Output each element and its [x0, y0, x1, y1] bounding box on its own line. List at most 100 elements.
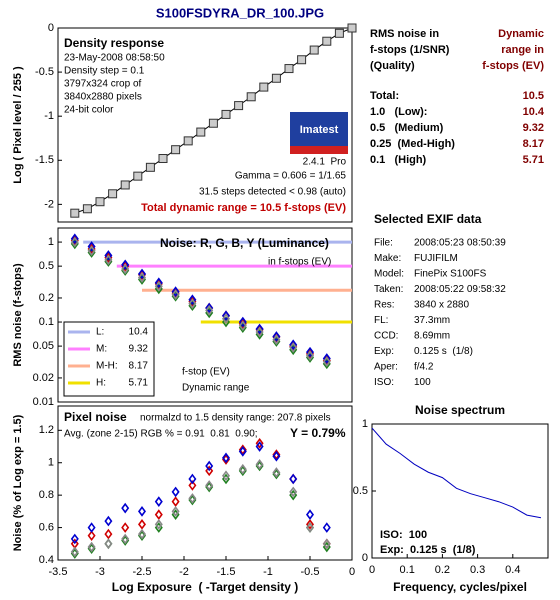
- marker: [70, 533, 79, 545]
- summary-header: Dynamic: [498, 28, 544, 40]
- legend-name: H:: [96, 378, 106, 389]
- marker: [188, 480, 197, 491]
- marker: [208, 118, 218, 128]
- chart-text: ISO: 100: [380, 529, 427, 541]
- chart-text: Gamma = 0.606 = 1/1.65: [235, 171, 347, 182]
- exif-value: 100: [414, 377, 431, 388]
- chart-text: 24-bit color: [64, 105, 114, 116]
- marker: [271, 73, 281, 83]
- chart-text: Pixel noise: [64, 410, 127, 424]
- x-tick-label: -1.5: [217, 566, 236, 578]
- marker: [104, 538, 113, 550]
- marker: [306, 509, 314, 520]
- exif-key: Make:: [374, 253, 401, 264]
- marker: [145, 162, 155, 172]
- y-tick-label: 0: [362, 552, 368, 564]
- chart-text: Density response: [64, 36, 164, 50]
- y-tick-label: 0.6: [39, 521, 54, 533]
- chart-text: 3797x324 crop of: [64, 79, 142, 90]
- marker: [188, 493, 197, 504]
- marker: [238, 444, 247, 456]
- logo-stripe: [290, 146, 348, 154]
- chart-text: 23-May-2008 08:58:50: [64, 53, 165, 64]
- marker: [154, 277, 163, 289]
- marker: [154, 280, 163, 292]
- y-axis-label: RMS noise (f-stops): [12, 263, 24, 367]
- summary-label: 0.1 (High): [370, 154, 427, 166]
- marker: [70, 236, 79, 248]
- marker: [108, 189, 118, 199]
- marker: [87, 241, 96, 252]
- legend-value: 5.71: [129, 378, 149, 389]
- y-tick-label: -1.5: [35, 154, 54, 166]
- marker: [322, 522, 331, 533]
- marker: [104, 528, 113, 540]
- legend-value: 8.17: [129, 361, 149, 372]
- x-axis-label: Log Exposure ( -Target density ): [112, 580, 298, 594]
- marker: [171, 145, 181, 155]
- chart-text: 2.4.1 Pro: [303, 157, 347, 168]
- chart-text: normalzd to 1.5 density range: 207.8 pix…: [140, 413, 331, 424]
- exif-value: 3840 x 2880: [414, 300, 469, 311]
- marker: [309, 45, 319, 55]
- marker: [104, 250, 113, 261]
- summary-header: (Quality): [370, 60, 415, 72]
- summary-value: 10.4: [523, 106, 545, 118]
- x-tick-label: -0.5: [301, 566, 320, 578]
- marker: [297, 55, 307, 65]
- marker: [255, 437, 264, 449]
- marker: [188, 298, 197, 309]
- chart-text: 3840x2880 pixels: [64, 92, 142, 103]
- marker: [121, 259, 130, 271]
- y-tick-label: 0.8: [39, 489, 54, 501]
- marker: [87, 530, 96, 542]
- marker: [70, 233, 79, 245]
- exif-value: 37.3mm: [414, 315, 450, 326]
- marker: [138, 519, 146, 530]
- summary-label: 0.25 (Med-High): [370, 138, 455, 150]
- y-tick-label: 1: [48, 457, 54, 469]
- marker: [120, 180, 130, 190]
- marker: [205, 480, 214, 491]
- marker: [238, 463, 247, 475]
- x-tick-label: 0: [369, 564, 375, 576]
- marker: [154, 509, 163, 520]
- marker: [255, 459, 264, 470]
- chart-text: Total dynamic range = 10.5 f-stops (EV): [141, 202, 346, 214]
- exif-value: f/4.2: [414, 362, 434, 373]
- x-tick-label: 0.3: [470, 564, 485, 576]
- page-title: S100FSDYRA_DR_100.JPG: [156, 5, 324, 20]
- exif-key: CCD:: [374, 331, 398, 342]
- logo-text: Imatest: [300, 124, 339, 136]
- marker: [133, 171, 143, 181]
- marker: [87, 245, 96, 257]
- chart-text: Exp: 0.125 s (1/8): [380, 544, 476, 556]
- marker: [272, 467, 281, 478]
- marker: [205, 460, 214, 472]
- marker: [138, 268, 146, 280]
- exif-value: 2008:05:23 08:50:39: [414, 238, 506, 249]
- legend-name: M:: [96, 344, 107, 355]
- y-axis-label: Noise (% of Log exp = 1.5): [12, 414, 24, 551]
- marker: [171, 506, 180, 517]
- marker: [171, 289, 180, 300]
- legend-name: L:: [96, 327, 104, 338]
- marker: [284, 64, 294, 74]
- plot-frame: [57, 405, 353, 561]
- plot-frame: [371, 423, 549, 559]
- x-tick-label: -3.5: [49, 566, 68, 578]
- marker: [104, 254, 113, 266]
- marker: [121, 522, 130, 533]
- marker: [289, 342, 298, 353]
- marker: [272, 450, 281, 462]
- y-axis-label: Log ( Pixel level / 255 ): [12, 66, 24, 184]
- y-tick-label: 0.1: [39, 316, 54, 328]
- summary-label: Total:: [370, 90, 399, 102]
- exif-value: 8.69mm: [414, 331, 450, 342]
- marker: [188, 473, 197, 485]
- chart-text: f-stop (EV): [182, 367, 230, 378]
- marker: [272, 334, 281, 346]
- exif-key: FL:: [374, 315, 388, 326]
- marker: [205, 465, 214, 477]
- y-tick-label: 0: [48, 22, 54, 34]
